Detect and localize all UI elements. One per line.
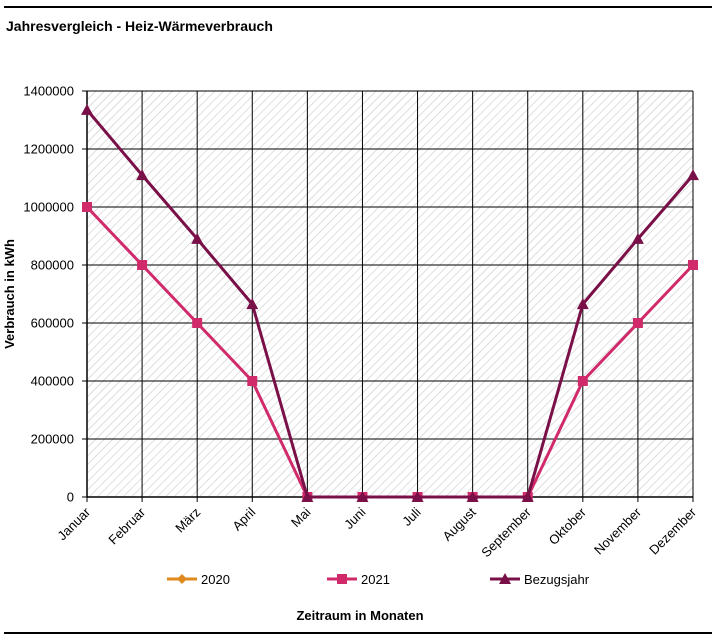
x-axis-label: Zeitraum in Monaten xyxy=(296,608,423,623)
y-tick-label: 0 xyxy=(67,490,74,505)
data-point xyxy=(577,376,588,386)
data-point xyxy=(246,298,259,310)
data-point xyxy=(356,491,369,502)
data-point xyxy=(521,491,534,502)
legend-label: Bezugsjahr xyxy=(524,572,590,587)
chart-title: Jahresvergleich - Heiz-Wärmeverbrauch xyxy=(6,18,273,34)
x-tick-label: Juli xyxy=(399,504,423,528)
x-tick-label: Dezember xyxy=(646,504,699,557)
data-point xyxy=(81,103,93,115)
data-point xyxy=(632,318,643,328)
data-point xyxy=(247,376,258,386)
x-tick-label: November xyxy=(591,504,644,557)
y-axis-label: Verbrauch in kWh xyxy=(2,239,17,349)
x-tick-label: August xyxy=(440,504,479,543)
legend-marker xyxy=(337,574,347,584)
y-tick-label: 800000 xyxy=(31,258,74,273)
x-tick-label: Februar xyxy=(105,504,148,547)
bottom-rule xyxy=(4,632,712,634)
plot-area xyxy=(87,91,693,497)
data-point xyxy=(82,202,92,212)
x-tick-label: Mai xyxy=(288,504,313,529)
x-tick-label: Januar xyxy=(54,504,93,543)
data-point xyxy=(688,260,698,270)
data-point xyxy=(301,491,314,502)
data-point xyxy=(411,491,424,502)
y-tick-label: 600000 xyxy=(31,316,74,331)
legend-label: 2020 xyxy=(201,572,230,587)
data-point xyxy=(192,318,203,328)
x-tick-label: Juni xyxy=(341,504,369,532)
series-line xyxy=(85,108,695,499)
data-point xyxy=(137,260,148,270)
x-tick-label: September xyxy=(478,504,534,560)
legend-marker xyxy=(177,574,187,584)
top-rule xyxy=(4,6,712,8)
y-tick-label: 400000 xyxy=(31,374,74,389)
y-tick-label: 200000 xyxy=(31,432,74,447)
data-point xyxy=(631,232,644,244)
data-point xyxy=(191,232,204,244)
data-point xyxy=(576,298,589,310)
x-tick-label: März xyxy=(172,505,203,536)
legend-label: 2021 xyxy=(361,572,390,587)
y-tick-label: 1400000 xyxy=(23,84,74,99)
x-tick-label: Oktober xyxy=(546,504,590,548)
y-tick-label: 1000000 xyxy=(23,200,74,215)
data-point xyxy=(466,491,479,502)
data-point xyxy=(687,169,699,181)
x-tick-label: April xyxy=(229,504,258,533)
y-tick-label: 1200000 xyxy=(23,142,74,157)
legend-marker xyxy=(499,573,511,584)
data-point xyxy=(136,169,149,181)
legend: 2020 2021 Bezugsjahr xyxy=(167,572,590,587)
